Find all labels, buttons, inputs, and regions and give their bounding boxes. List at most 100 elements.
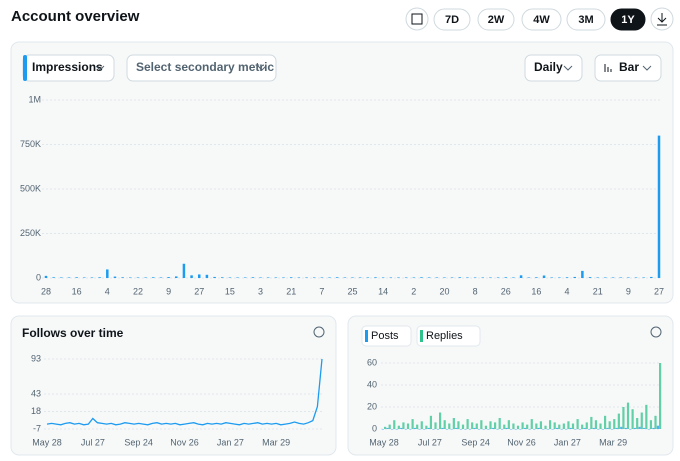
x-tick-label: 15 [225,286,235,296]
bar [443,277,446,278]
x-tick-label: 28 [41,286,51,296]
bar [404,429,407,430]
bar [388,424,391,429]
y-tick-label: -7 [33,423,41,433]
bar [384,426,387,429]
x-tick-label: Mar 29 [599,437,627,447]
bar [555,427,559,429]
bar [571,423,575,429]
bar [473,427,476,429]
bar [443,420,446,429]
bar [528,429,531,430]
x-tick-label: 9 [626,286,631,296]
y-tick-label: 250K [20,228,41,238]
calendar-button[interactable] [405,7,429,31]
bar [594,420,598,429]
bar [450,277,454,278]
bar [274,277,278,278]
bar [343,277,347,278]
x-tick-label: 3 [258,286,263,296]
bar [533,429,536,430]
bar [581,424,584,429]
bar [615,427,618,429]
bar [585,422,588,429]
bar [452,418,455,429]
range-button[interactable] [566,8,606,31]
info-icon[interactable] [313,326,325,338]
bar [466,419,469,429]
bar [420,421,423,429]
bar [466,277,469,278]
bar [578,429,582,430]
y-tick-label: 0 [36,272,41,282]
bar [590,416,593,429]
range-button[interactable] [521,8,562,31]
bar [427,277,431,278]
style-select[interactable] [594,54,662,82]
bar [601,429,604,430]
download-icon [657,13,667,26]
bar [397,277,400,278]
bar [190,275,193,278]
bar [592,427,595,429]
bar [645,404,648,429]
x-tick-label: Jan 27 [554,437,581,447]
range-button[interactable] [610,8,646,31]
range-button[interactable] [477,8,515,31]
interval-select[interactable] [524,54,583,82]
x-tick-label: 4 [105,286,110,296]
bar [411,419,414,429]
bar [491,427,494,429]
bar [588,429,591,430]
bar [550,277,553,278]
x-tick-label: Nov 26 [507,437,536,447]
bar [597,429,600,430]
bar [450,429,453,430]
info-icon[interactable] [650,326,662,338]
bar [435,277,439,278]
bar [441,427,444,429]
bar [205,274,209,278]
chevron [95,65,105,71]
bar [549,420,552,429]
x-tick-label: May 28 [369,437,399,447]
bar [144,277,147,278]
bar [647,429,650,430]
bar [266,277,270,278]
secondary-select[interactable] [126,54,277,82]
bar [468,429,472,430]
bar [596,277,599,278]
bar [395,429,398,430]
calendar-icon [411,13,423,25]
legend-item[interactable] [361,325,412,347]
bar [573,276,576,278]
bar [445,429,449,430]
bar [412,277,416,278]
range-button[interactable] [433,8,471,31]
bar [404,277,408,278]
bar [498,418,501,429]
bar [650,276,653,278]
chevron [257,65,267,71]
bar [516,425,520,429]
x-tick-label: Nov 26 [170,437,199,447]
bar [397,425,400,429]
bar [633,427,637,429]
bar [542,429,545,430]
bar [98,277,101,278]
bar [510,429,513,430]
x-tick-label: 25 [347,286,357,296]
bar [475,423,478,429]
bar [656,425,659,429]
bar [297,277,301,278]
bar [413,427,417,429]
bar [464,429,467,430]
main-card [10,41,674,304]
y-tick-label: 43 [31,388,41,398]
legend-item[interactable] [416,325,481,347]
bar [425,425,428,429]
bar [129,277,132,278]
page-title: Account overview [11,8,140,25]
bar [152,277,155,278]
